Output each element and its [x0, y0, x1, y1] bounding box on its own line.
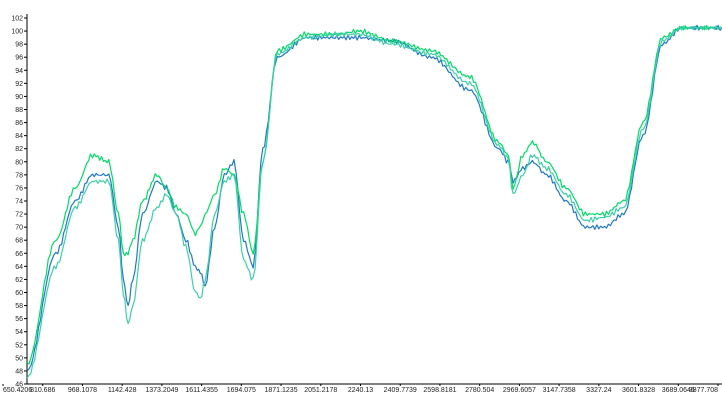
- y-tick-label: 80: [15, 159, 23, 166]
- x-tick-label: 3877.708: [689, 387, 718, 393]
- y-tick-label: 66: [15, 251, 23, 258]
- series-line-3: [26, 25, 722, 379]
- y-tick-label: 54: [15, 329, 23, 336]
- series-group: [26, 24, 722, 379]
- x-tick-label: 3327.24: [586, 387, 611, 393]
- y-tick-label: 78: [15, 172, 23, 179]
- y-tick-label: 84: [15, 133, 23, 140]
- y-tick-label: 56: [15, 316, 23, 323]
- x-tick-label: 1611.4355: [185, 387, 218, 393]
- y-tick-label: 64: [15, 264, 23, 271]
- y-tick-label: 102: [11, 16, 23, 23]
- y-tick-label: 60: [15, 290, 23, 297]
- x-tick-label: 1142.428: [108, 387, 137, 393]
- y-tick-label: 70: [15, 225, 23, 232]
- y-tick-label: 72: [15, 212, 23, 219]
- x-tick-label: 3601.8328: [622, 387, 655, 393]
- y-tick-label: 86: [15, 120, 23, 127]
- x-tick-label: 3147.7358: [543, 387, 576, 393]
- y-tick-label: 52: [15, 342, 23, 349]
- x-tick-label: 2240.13: [348, 387, 373, 393]
- y-tick-label: 96: [15, 55, 23, 62]
- axes-group: 46 48 50 52 54 56 58 60 62 64 66 68 70 72 74 76 78 80 82 84…: [2, 14, 722, 393]
- x-tick-label: 1694.075: [227, 387, 256, 393]
- x-tick-label: 968.1078: [68, 387, 97, 393]
- y-tick-label: 58: [15, 303, 23, 310]
- y-tick-label: 88: [15, 107, 23, 114]
- x-tick-label: 2409.7739: [384, 387, 417, 393]
- y-tick-label: 90: [15, 94, 23, 101]
- x-tick-label: 1373.2049: [145, 387, 178, 393]
- x-tick-label: 2051.2178: [304, 387, 337, 393]
- x-tick-label: 810.686: [30, 387, 55, 393]
- x-tick-label: 650.4206: [3, 387, 32, 393]
- y-tick-label: 82: [15, 146, 23, 153]
- y-tick-label: 46: [15, 382, 23, 389]
- y-tick-label: 94: [15, 68, 23, 75]
- x-tick-label: 2969.6057: [503, 387, 536, 393]
- y-tick-label: 48: [15, 368, 23, 375]
- x-tick-label: 3689.0646: [662, 387, 695, 393]
- x-tick-label: 1871.1235: [265, 387, 298, 393]
- y-tick-label: 62: [15, 277, 23, 284]
- x-tick-label: 2598.8181: [423, 387, 456, 393]
- x-tick-label: 2780.504: [465, 387, 494, 393]
- y-tick-label: 74: [15, 199, 23, 206]
- series-line-1: [26, 24, 722, 372]
- y-tick-label: 98: [15, 42, 23, 49]
- y-tick-label: 50: [15, 355, 23, 362]
- y-tick-label: 100: [11, 29, 23, 36]
- y-tick-label: 76: [15, 185, 23, 192]
- series-line-2: [26, 25, 722, 365]
- y-tick-label: 68: [15, 238, 23, 245]
- y-tick-label: 92: [15, 81, 23, 88]
